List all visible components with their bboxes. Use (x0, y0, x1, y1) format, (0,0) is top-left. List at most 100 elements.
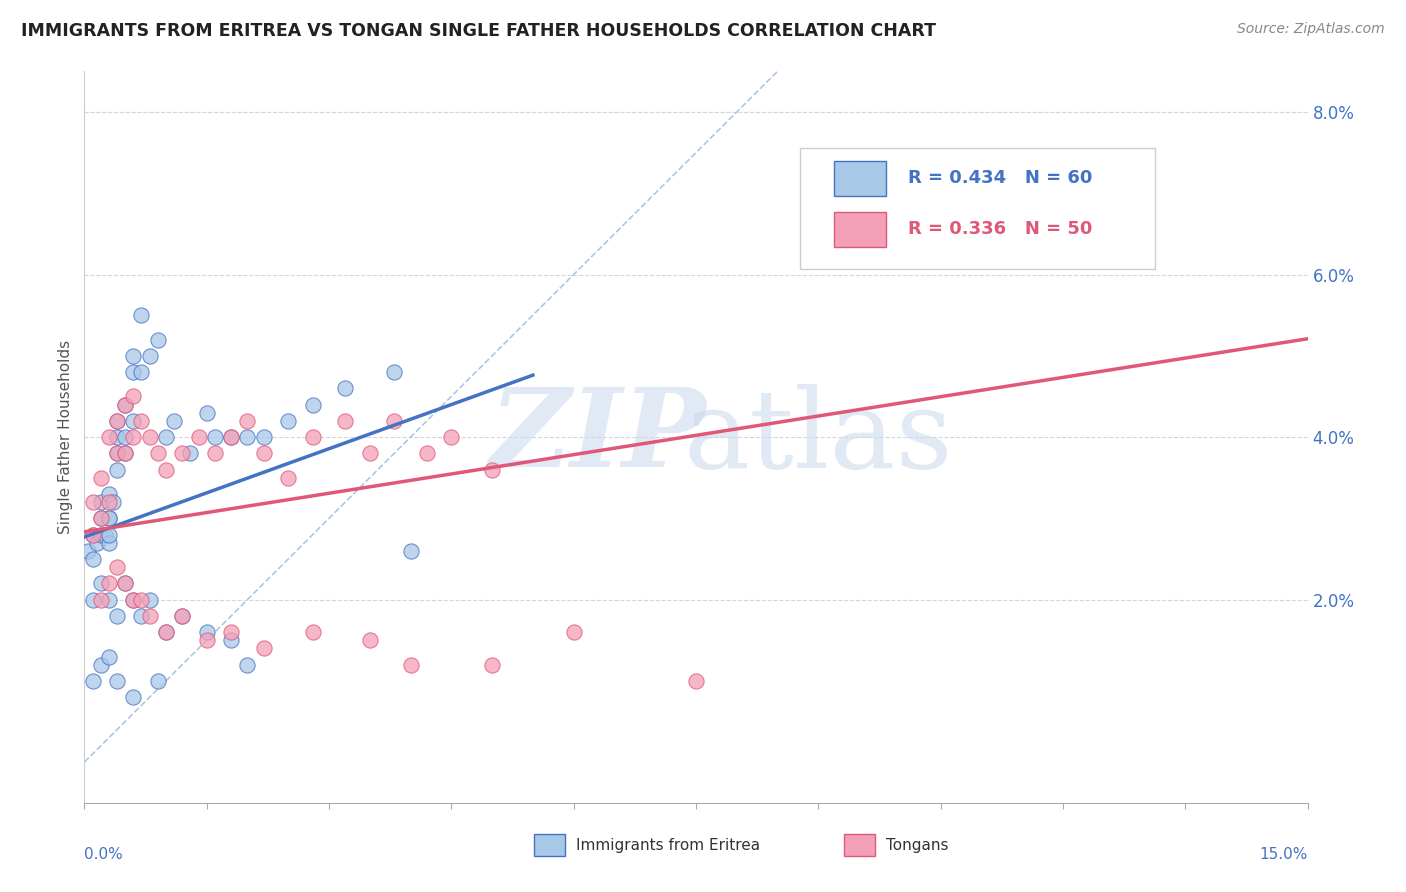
Point (122, 414, 145, 428)
Point (90, 527, 112, 541)
Point (90, 511, 112, 525)
FancyBboxPatch shape (800, 148, 1154, 268)
Point (82, 527, 104, 541)
Point (277, 414, 299, 428)
Point (236, 414, 259, 428)
Point (131, 592, 153, 607)
Point (97, 487, 120, 501)
Point (204, 430, 226, 444)
Point (146, 446, 169, 460)
Point (155, 430, 177, 444)
Point (122, 430, 145, 444)
Point (114, 576, 136, 591)
Point (97, 430, 120, 444)
Point (155, 462, 177, 476)
Point (335, 414, 357, 428)
Point (93, 527, 115, 541)
Point (97, 495, 120, 509)
Point (105, 446, 128, 460)
Point (114, 430, 136, 444)
Point (204, 446, 226, 460)
Point (219, 633, 242, 648)
Text: Tongans: Tongans (886, 838, 948, 853)
Y-axis label: Single Father Households: Single Father Households (58, 340, 73, 534)
Point (122, 349, 145, 363)
Point (440, 430, 463, 444)
Bar (534, 834, 565, 856)
Point (219, 625, 242, 640)
Point (155, 625, 177, 640)
Point (219, 430, 242, 444)
Point (97, 576, 120, 591)
Point (301, 430, 323, 444)
Point (105, 560, 128, 574)
Point (97, 527, 120, 541)
Point (97, 511, 120, 525)
Point (253, 641, 276, 656)
Point (114, 398, 136, 412)
Point (1133, 169, 1156, 184)
Point (359, 446, 381, 460)
Point (399, 544, 422, 558)
Point (90, 592, 112, 607)
Point (179, 446, 201, 460)
Point (335, 381, 357, 395)
Point (114, 576, 136, 591)
Point (97, 649, 120, 664)
Point (236, 657, 259, 672)
Point (146, 333, 169, 347)
Point (195, 406, 218, 420)
Point (131, 308, 153, 322)
Point (114, 398, 136, 412)
Point (122, 389, 145, 403)
Text: R = 0.434   N = 60: R = 0.434 N = 60 (908, 169, 1092, 187)
Point (195, 633, 218, 648)
Point (219, 430, 242, 444)
Point (301, 398, 323, 412)
Point (86, 535, 108, 549)
Point (105, 430, 128, 444)
Point (105, 673, 128, 688)
Point (122, 690, 145, 705)
Point (562, 625, 585, 640)
Point (97, 535, 120, 549)
Point (90, 471, 112, 485)
Point (399, 657, 422, 672)
Text: Source: ZipAtlas.com: Source: ZipAtlas.com (1237, 22, 1385, 37)
Point (253, 446, 276, 460)
Point (131, 414, 153, 428)
Text: IMMIGRANTS FROM ERITREA VS TONGAN SINGLE FATHER HOUSEHOLDS CORRELATION CHART: IMMIGRANTS FROM ERITREA VS TONGAN SINGLE… (21, 22, 936, 40)
Point (82, 527, 104, 541)
Point (138, 430, 160, 444)
Point (172, 446, 194, 460)
Point (138, 349, 160, 363)
Point (90, 576, 112, 591)
Point (301, 625, 323, 640)
Point (122, 592, 145, 607)
Point (481, 657, 503, 672)
Point (105, 414, 128, 428)
Point (114, 446, 136, 460)
Point (138, 592, 160, 607)
Point (277, 471, 299, 485)
Point (90, 511, 112, 525)
Point (90, 495, 112, 509)
Point (138, 608, 160, 623)
Text: R = 0.336   N = 50: R = 0.336 N = 50 (908, 220, 1092, 238)
Point (122, 365, 145, 379)
Point (101, 495, 124, 509)
FancyBboxPatch shape (834, 161, 886, 195)
Point (82, 552, 104, 566)
Point (155, 625, 177, 640)
Point (359, 633, 381, 648)
Bar (844, 834, 875, 856)
Point (382, 365, 405, 379)
Point (82, 673, 104, 688)
Point (131, 608, 153, 623)
Point (105, 462, 128, 476)
Point (82, 495, 104, 509)
Text: 15.0%: 15.0% (1260, 847, 1308, 863)
Point (382, 414, 405, 428)
Point (253, 430, 276, 444)
Point (105, 608, 128, 623)
